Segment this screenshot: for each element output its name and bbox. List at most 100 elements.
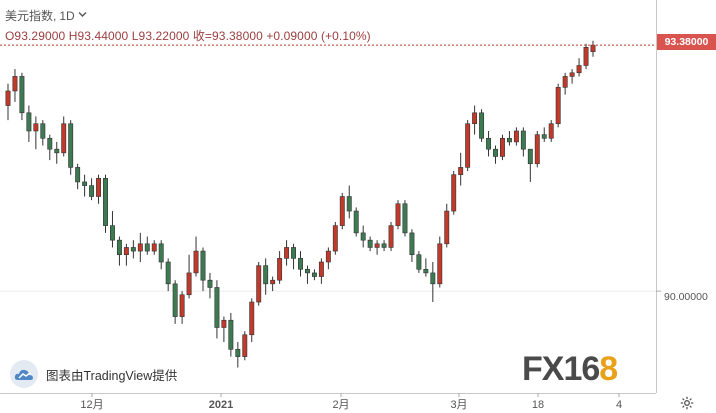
candle-body-15 bbox=[110, 225, 115, 241]
candle-body-14 bbox=[103, 178, 108, 226]
candle-body-70 bbox=[493, 148, 498, 157]
candle-body-38 bbox=[270, 279, 276, 285]
x-tick-label-0: 12月 bbox=[80, 399, 103, 411]
candle-body-77 bbox=[541, 134, 547, 139]
candle-body-41 bbox=[291, 247, 296, 259]
candle-body-51 bbox=[360, 232, 366, 241]
candle-body-58 bbox=[409, 232, 415, 256]
tradingview-watermark[interactable]: 图表由TradingView提供 bbox=[10, 360, 177, 388]
candle-body-56 bbox=[395, 203, 401, 226]
candle-body-80 bbox=[562, 76, 568, 88]
watermark-text: 图表由TradingView提供 bbox=[46, 368, 178, 383]
candle-body-30 bbox=[214, 287, 220, 328]
candle-body-48 bbox=[339, 196, 345, 226]
candle-body-46 bbox=[325, 250, 331, 263]
candle-body-10 bbox=[75, 167, 81, 183]
candle-body-71 bbox=[500, 137, 505, 157]
candle-body-18 bbox=[130, 247, 136, 252]
candle-body-78 bbox=[548, 123, 554, 139]
candle-body-73 bbox=[513, 130, 519, 143]
candle-body-53 bbox=[374, 243, 380, 248]
candle-body-7 bbox=[54, 148, 60, 154]
title-row: 美元指数, 1D bbox=[5, 7, 371, 24]
candle-body-4 bbox=[33, 123, 39, 132]
candle-body-2 bbox=[19, 76, 25, 114]
candle-body-11 bbox=[82, 181, 88, 186]
candle-body-54 bbox=[381, 243, 387, 248]
candle-body-32 bbox=[228, 319, 234, 350]
candle-body-29 bbox=[207, 279, 213, 288]
candle-body-60 bbox=[423, 268, 429, 274]
gear-icon[interactable] bbox=[680, 396, 694, 413]
candle-body-43 bbox=[305, 268, 310, 274]
candle-body-49 bbox=[346, 196, 352, 212]
candle-body-26 bbox=[186, 272, 192, 296]
candle-body-72 bbox=[506, 137, 512, 143]
candle-body-63 bbox=[444, 210, 450, 245]
ohlc-readout: O93.29000 H93.44000 L93.22000 收=93.38000… bbox=[5, 29, 371, 43]
candle-body-17 bbox=[123, 247, 129, 256]
fx168-logo: FX168 bbox=[522, 350, 618, 388]
candle-body-76 bbox=[534, 134, 540, 165]
candle-body-66 bbox=[465, 123, 471, 168]
candle-body-81 bbox=[569, 72, 575, 77]
candle-body-34 bbox=[242, 334, 248, 357]
candle-body-55 bbox=[388, 225, 394, 248]
interval-label[interactable]: 1D bbox=[59, 8, 75, 23]
candle-body-65 bbox=[458, 167, 464, 175]
candle-body-62 bbox=[437, 243, 443, 285]
candle-body-5 bbox=[40, 123, 46, 139]
x-tick-label-1: 2021 bbox=[209, 399, 233, 411]
candle-body-24 bbox=[172, 283, 178, 317]
candle-body-69 bbox=[486, 137, 491, 150]
candle-body-16 bbox=[116, 239, 122, 256]
candle-body-82 bbox=[576, 65, 582, 74]
brand-text: FX16 bbox=[522, 350, 600, 388]
brand-accent: 8 bbox=[599, 350, 618, 388]
candle-body-84 bbox=[590, 44, 596, 52]
candle-body-12 bbox=[89, 185, 95, 197]
candle-body-28 bbox=[200, 250, 206, 281]
candle-body-13 bbox=[96, 178, 101, 197]
candle-body-31 bbox=[221, 319, 227, 328]
candle-body-74 bbox=[520, 130, 526, 150]
candle-body-9 bbox=[68, 123, 74, 168]
candle-body-52 bbox=[367, 239, 373, 248]
candle-body-45 bbox=[318, 261, 324, 277]
candle-body-35 bbox=[249, 301, 255, 336]
candle-body-21 bbox=[151, 243, 157, 252]
candle-body-57 bbox=[402, 203, 408, 234]
candle-body-23 bbox=[165, 261, 171, 285]
candle-body-39 bbox=[277, 258, 283, 281]
candle-body-75 bbox=[527, 148, 533, 165]
tradingview-cloud-icon bbox=[10, 360, 38, 388]
candle-body-19 bbox=[137, 243, 143, 252]
chart-header: 美元指数, 1D O93.29000 H93.44000 L93.22000 收… bbox=[5, 7, 371, 44]
candle-body-6 bbox=[47, 137, 53, 150]
x-tick-label-5: 4 bbox=[616, 399, 622, 411]
candle-body-22 bbox=[158, 243, 164, 263]
candle-body-1 bbox=[12, 76, 18, 92]
candle-body-0 bbox=[5, 90, 11, 106]
symbol-title: 美元指数, bbox=[5, 9, 57, 23]
candle-body-40 bbox=[284, 247, 290, 259]
candle-body-33 bbox=[235, 349, 241, 357]
candle-body-83 bbox=[583, 47, 589, 66]
candle-body-44 bbox=[311, 272, 317, 277]
last-price-tag: 93.38000 bbox=[657, 34, 716, 50]
x-tick-label-3: 3月 bbox=[450, 399, 467, 411]
price-axis-label: 90.00000 bbox=[664, 291, 708, 303]
chevron-down-icon[interactable] bbox=[78, 10, 87, 21]
candle-body-25 bbox=[179, 294, 185, 317]
candle-body-47 bbox=[332, 225, 338, 252]
candle-body-79 bbox=[555, 87, 561, 125]
candle-body-59 bbox=[416, 254, 422, 270]
candle-body-68 bbox=[479, 112, 485, 139]
candle-body-42 bbox=[298, 258, 303, 270]
candle-body-20 bbox=[144, 243, 150, 252]
candle-body-36 bbox=[256, 265, 262, 303]
candle-body-8 bbox=[61, 123, 67, 154]
candle-body-61 bbox=[430, 272, 436, 285]
